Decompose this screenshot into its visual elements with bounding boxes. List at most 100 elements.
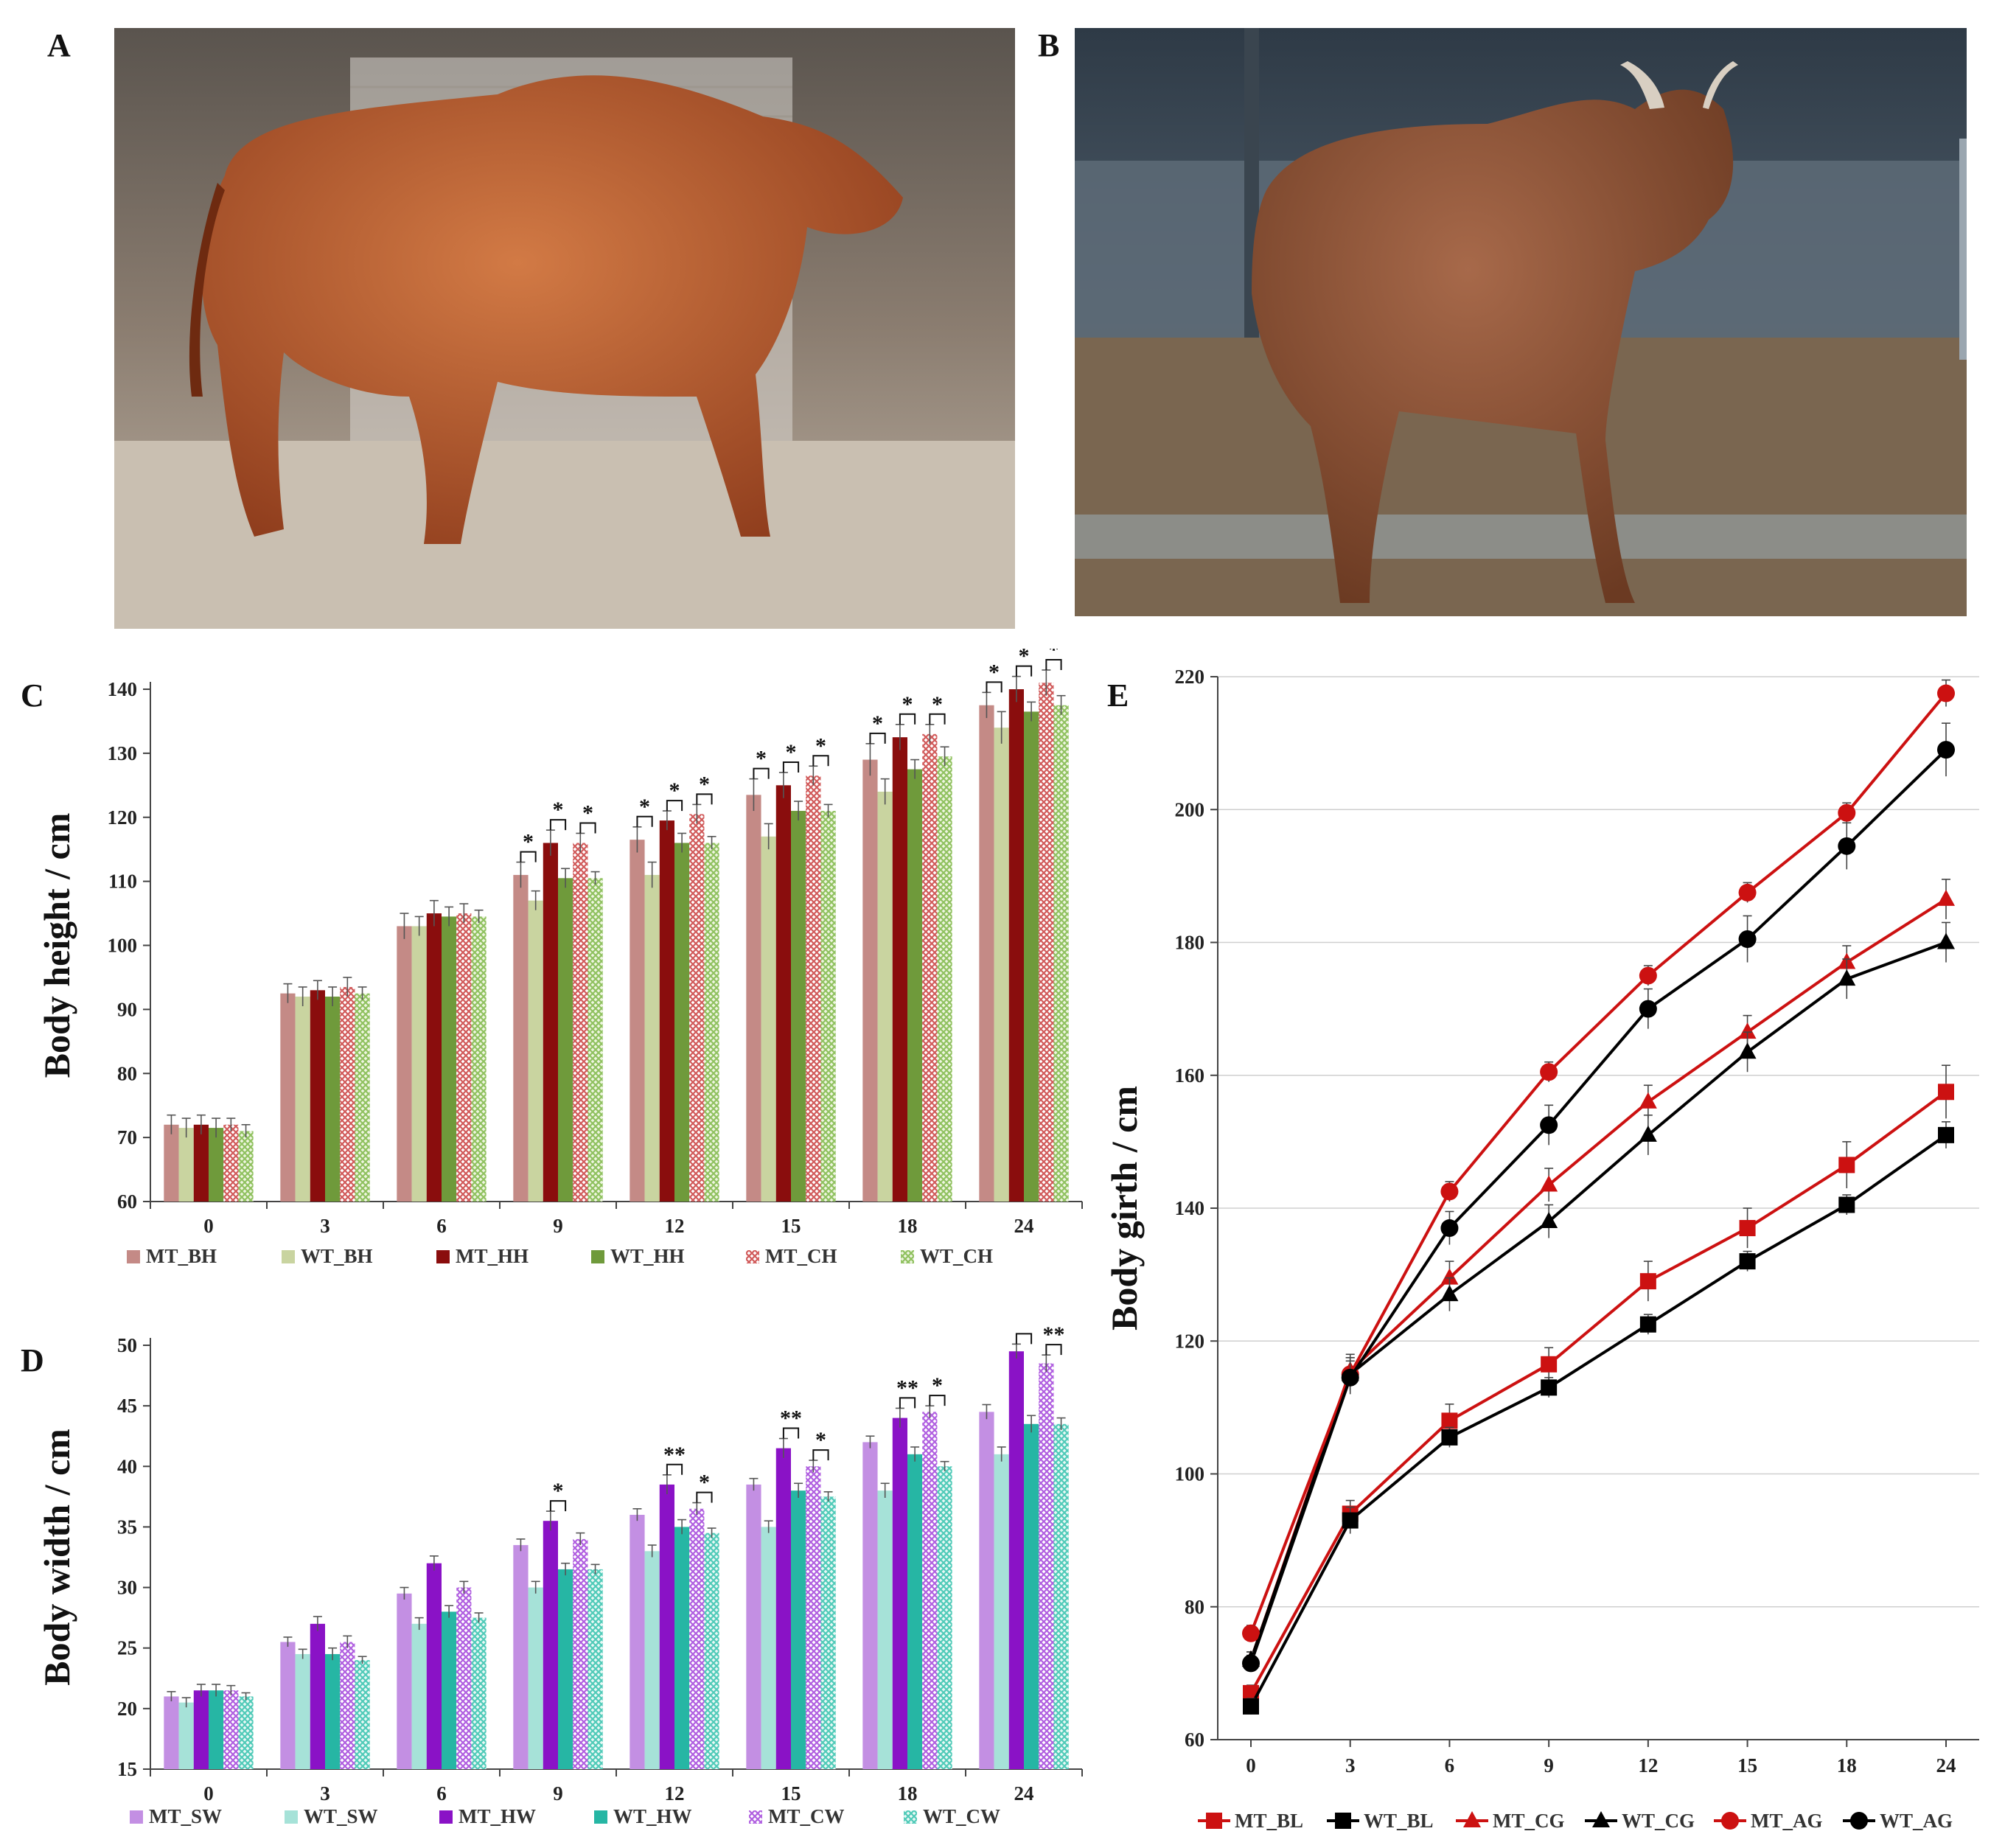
bar-mt_ch: [806, 775, 821, 1202]
y-tick-label: 140: [108, 678, 138, 700]
significance-label: *: [756, 747, 767, 771]
bull-pen-photo: [1075, 28, 1967, 616]
bar-mt_cw: [223, 1690, 239, 1769]
significance-label: *: [932, 1373, 943, 1398]
bar-wt_sw: [877, 1490, 893, 1769]
x-tick-label: 0: [1246, 1754, 1256, 1776]
x-tick-label: 3: [320, 1782, 330, 1805]
data-point-wt_bl: [1639, 1316, 1656, 1333]
bar-wt_ch: [937, 756, 952, 1202]
x-tick-label: 0: [203, 1215, 214, 1237]
data-point-wt_bl: [1342, 1512, 1359, 1529]
data-point-mt_ag: [1540, 1063, 1558, 1081]
axes: 15 20 25 30 35 40 45 50 0 3 6 9 12 15 18 24: [117, 1334, 1083, 1805]
significance-annotations: * * * * * * * * * * * * * * *: [520, 649, 1062, 862]
data-point-mt_bl: [1838, 1157, 1855, 1174]
data-point-wt_cg: [1540, 1212, 1558, 1229]
significance-bracket: [753, 767, 770, 779]
bar-wt_cw: [238, 1696, 254, 1769]
bull-pen-illustration: [1075, 28, 1967, 616]
x-tick-label: 24: [1014, 1782, 1034, 1805]
bar-mt_cw: [573, 1538, 588, 1769]
data-point-mt_ag: [1937, 684, 1955, 702]
significance-bracket: [549, 1500, 567, 1512]
legend-label-wt_cg: WT_CG: [1622, 1810, 1695, 1832]
bar-wt_ch: [471, 916, 487, 1202]
bar-mt_hh: [193, 1124, 209, 1202]
bar-mt_hw: [775, 1448, 791, 1769]
significance-label: *: [1048, 649, 1059, 662]
significance-bracket: [812, 1449, 829, 1461]
legend-marker-mt_bl: [1206, 1813, 1222, 1829]
legend-label-mt_hw: MT_HW: [458, 1805, 536, 1827]
data-point-mt_ag: [1738, 883, 1757, 902]
data-point-wt_ag: [1540, 1116, 1558, 1134]
bar-mt_bh: [397, 926, 412, 1202]
legend-marker-wt_ag: [1850, 1812, 1868, 1830]
bar-wt_cw: [820, 1496, 836, 1769]
bar-wt_ch: [1053, 705, 1069, 1202]
bar-mt_hw: [892, 1418, 907, 1769]
significance-label: **: [1013, 1327, 1035, 1336]
series-line-mt_ag: [1249, 692, 1948, 1634]
data-point-mt_bl: [1938, 1084, 1954, 1101]
bar-wt_bh: [528, 900, 543, 1202]
y-tick-label: 45: [117, 1395, 137, 1417]
y-tick-label: 70: [117, 1126, 137, 1148]
series-line-wt_cg: [1249, 941, 1947, 1661]
bar-mt_hh: [659, 820, 674, 1202]
x-tick-label: 12: [665, 1782, 685, 1805]
x-tick-label: 3: [320, 1215, 330, 1237]
bar-wt_hw: [325, 1653, 341, 1769]
significance-label: *: [815, 1428, 826, 1452]
significance-bracket: [666, 1463, 683, 1475]
y-tick-label: 80: [117, 1062, 137, 1084]
bar-mt_sw: [746, 1484, 761, 1769]
data-point-wt_bl: [1838, 1196, 1855, 1213]
significance-label: *: [553, 798, 564, 822]
bar-wt_hh: [1024, 711, 1039, 1202]
bar-mt_cw: [689, 1508, 705, 1769]
significance-bracket: [549, 819, 567, 831]
legend-swatch-mt_sw: [130, 1810, 143, 1824]
bar-mt_bh: [164, 1124, 179, 1202]
bar-wt_sw: [761, 1527, 776, 1769]
bar-wt_hw: [442, 1611, 457, 1769]
x-tick-label: 24: [1014, 1215, 1034, 1237]
x-tick-label: 0: [203, 1782, 214, 1805]
data-point-wt_cg: [1738, 1042, 1757, 1059]
series-mt_cg: [1242, 879, 1955, 1668]
legend-label-mt_ch: MT_CH: [765, 1245, 837, 1267]
significance-label: *: [902, 692, 913, 716]
series-line-mt_bl: [1249, 1090, 1948, 1694]
bar-mt_cw: [456, 1587, 472, 1769]
bar-mt_ch: [340, 986, 355, 1202]
bar-wt_cw: [471, 1617, 487, 1769]
x-tick-label: 15: [781, 1782, 801, 1805]
y-tick-label: 30: [117, 1577, 137, 1599]
significance-label: *: [582, 801, 593, 825]
data-point-mt_cg: [1738, 1022, 1757, 1039]
x-tick-label: 9: [553, 1215, 563, 1237]
legend-label-wt_ch: WT_CH: [920, 1245, 993, 1267]
legend-label-mt_bh: MT_BH: [146, 1245, 217, 1267]
bar-mt_cw: [340, 1642, 355, 1769]
bar-mt_cw: [1039, 1363, 1054, 1769]
y-axis-label: Body height / cm: [36, 813, 77, 1078]
significance-bracket: [696, 1491, 713, 1503]
legend-label-mt_bl: MT_BL: [1235, 1810, 1303, 1832]
legend-swatch-mt_hh: [436, 1250, 450, 1263]
bar-mt_bh: [979, 705, 994, 1202]
y-tick-label: 20: [117, 1698, 137, 1720]
legend-swatch-wt_ch: [901, 1250, 914, 1263]
y-tick-label: 140: [1175, 1197, 1205, 1219]
legend-marker-mt_ag: [1721, 1812, 1739, 1830]
bar-mt_bh: [630, 840, 645, 1202]
significance-label: *: [669, 778, 680, 803]
y-tick-label: 60: [1185, 1729, 1204, 1751]
significance-label: *: [932, 692, 943, 716]
x-tick-label: 15: [781, 1215, 801, 1237]
bar-series-group: [164, 1343, 1069, 1769]
legend-label-mt_sw: MT_SW: [149, 1805, 222, 1827]
legend-label-wt_sw: WT_SW: [304, 1805, 378, 1827]
